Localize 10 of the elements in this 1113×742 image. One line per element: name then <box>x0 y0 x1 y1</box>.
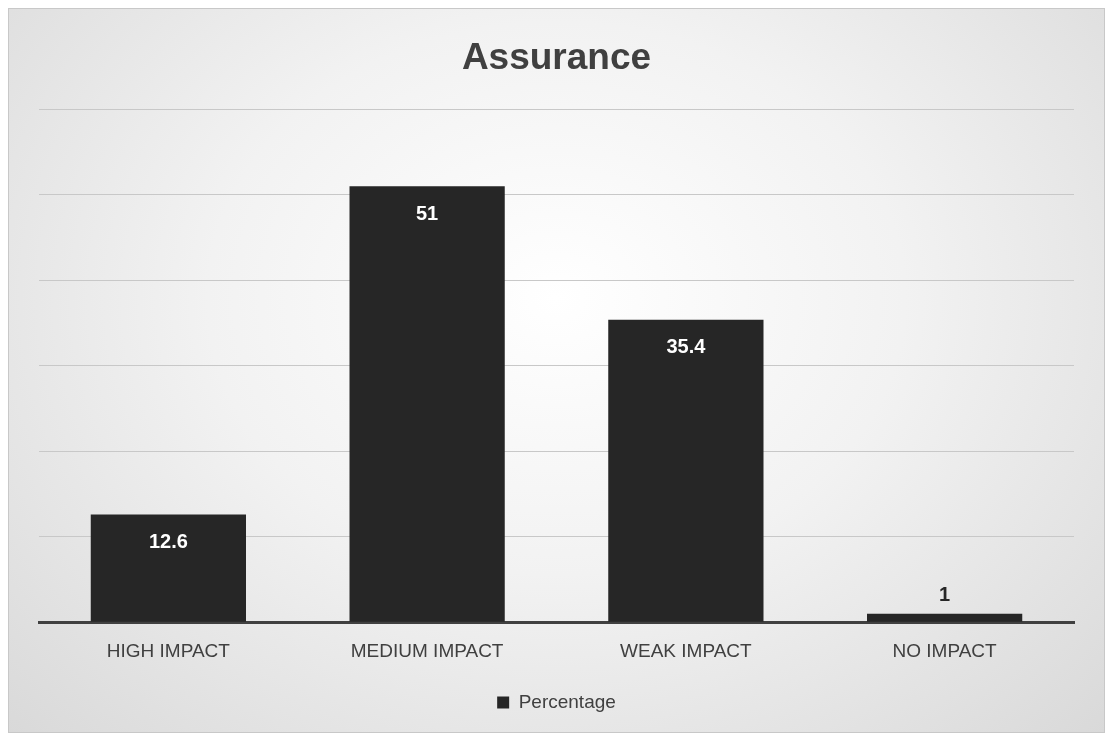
x-tick-label: WEAK IMPACT <box>620 639 753 661</box>
data-label: 51 <box>416 201 439 224</box>
chart-title: Assurance <box>461 36 652 78</box>
x-tick-label: NO IMPACT <box>892 639 998 661</box>
data-label: 12.6 <box>148 530 188 553</box>
x-tick-label: HIGH IMPACT <box>106 639 231 661</box>
data-label: 1 <box>939 583 951 606</box>
x-tick-label: MEDIUM IMPACT <box>350 639 504 661</box>
legend-label: Percentage <box>518 690 616 712</box>
data-label: 35.4 <box>666 335 707 358</box>
